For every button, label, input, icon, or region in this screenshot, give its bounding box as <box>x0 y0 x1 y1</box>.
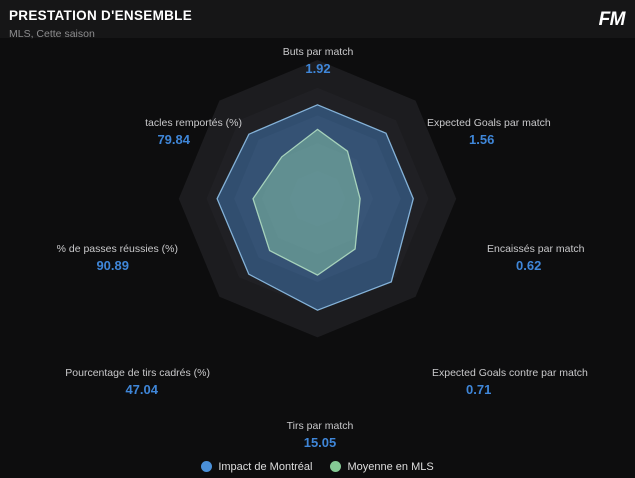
axis-label-name: Tirs par match <box>286 420 354 432</box>
series-polygon-impact-de-montreal <box>216 104 414 311</box>
page-subtitle: MLS, Cette saison <box>9 28 95 40</box>
axis-label-value: 0.71 <box>466 382 492 398</box>
axis-label-value: 0.62 <box>516 258 542 274</box>
radar-grid-rings <box>178 60 457 338</box>
axis-label-name: Expected Goals par match <box>427 117 551 129</box>
radar-ring-1 <box>289 170 346 227</box>
axis-label-pourcentage-passes-reussies: % de passes réussies (%) 90.89 <box>0 243 178 274</box>
axis-label-value: 15.05 <box>303 435 337 451</box>
axis-label-value: 1.56 <box>469 132 495 148</box>
axis-label-buts-par-match: Buts par match 1.92 <box>243 46 393 77</box>
radar-chart-svg <box>178 60 457 338</box>
panel-header: PRESTATION D'ENSEMBLE MLS, Cette saison … <box>0 0 635 40</box>
fm-logo-icon: FM <box>598 9 626 30</box>
axis-label-pourcentage-de-tirs-cadres: Pourcentage de tirs cadrés (%) 47.04 <box>10 367 210 398</box>
page-title: PRESTATION D'ENSEMBLE <box>9 8 193 23</box>
series-polygon-moyenne-en-mls <box>252 128 361 276</box>
axis-label-name: Pourcentage de tirs cadrés (%) <box>65 367 210 379</box>
axis-label-value: 90.89 <box>96 258 129 274</box>
axis-label-name: % de passes réussies (%) <box>56 243 178 255</box>
axis-label-value: 1.92 <box>305 61 331 77</box>
axis-label-expected-goals-contre-par-match: Expected Goals contre par match 0.71 <box>432 367 632 398</box>
axis-label-name: Buts par match <box>282 46 354 58</box>
axis-label-tacles-remportes: tacles remportés (%) 79.84 <box>62 117 242 148</box>
axis-label-value: 79.84 <box>157 132 190 148</box>
axis-label-name: Encaissés par match <box>487 243 585 255</box>
radar-chart: Buts par match 1.92 Expected Goals par m… <box>0 38 635 453</box>
legend-item-impact-de-montreal[interactable]: Impact de Montréal <box>201 461 312 473</box>
axis-label-encaisses-par-match: Encaissés par match 0.62 <box>487 243 627 274</box>
axis-label-name: tacles remportés (%) <box>145 117 242 129</box>
chart-legend: Impact de Montréal Moyenne en MLS <box>0 455 635 478</box>
legend-item-moyenne-en-mls[interactable]: Moyenne en MLS <box>330 460 434 473</box>
axis-label-name: Expected Goals contre par match <box>432 367 588 379</box>
legend-dot-blue-icon <box>201 461 213 472</box>
legend-label: Moyenne en MLS <box>347 460 434 473</box>
legend-label: Impact de Montréal <box>218 460 313 473</box>
axis-label-expected-goals-par-match: Expected Goals par match 1.56 <box>427 117 627 148</box>
axis-label-value: 47.04 <box>125 382 158 398</box>
axis-label-tirs-par-match: Tirs par match 15.05 <box>245 420 395 451</box>
legend-dot-green-icon <box>330 461 342 472</box>
